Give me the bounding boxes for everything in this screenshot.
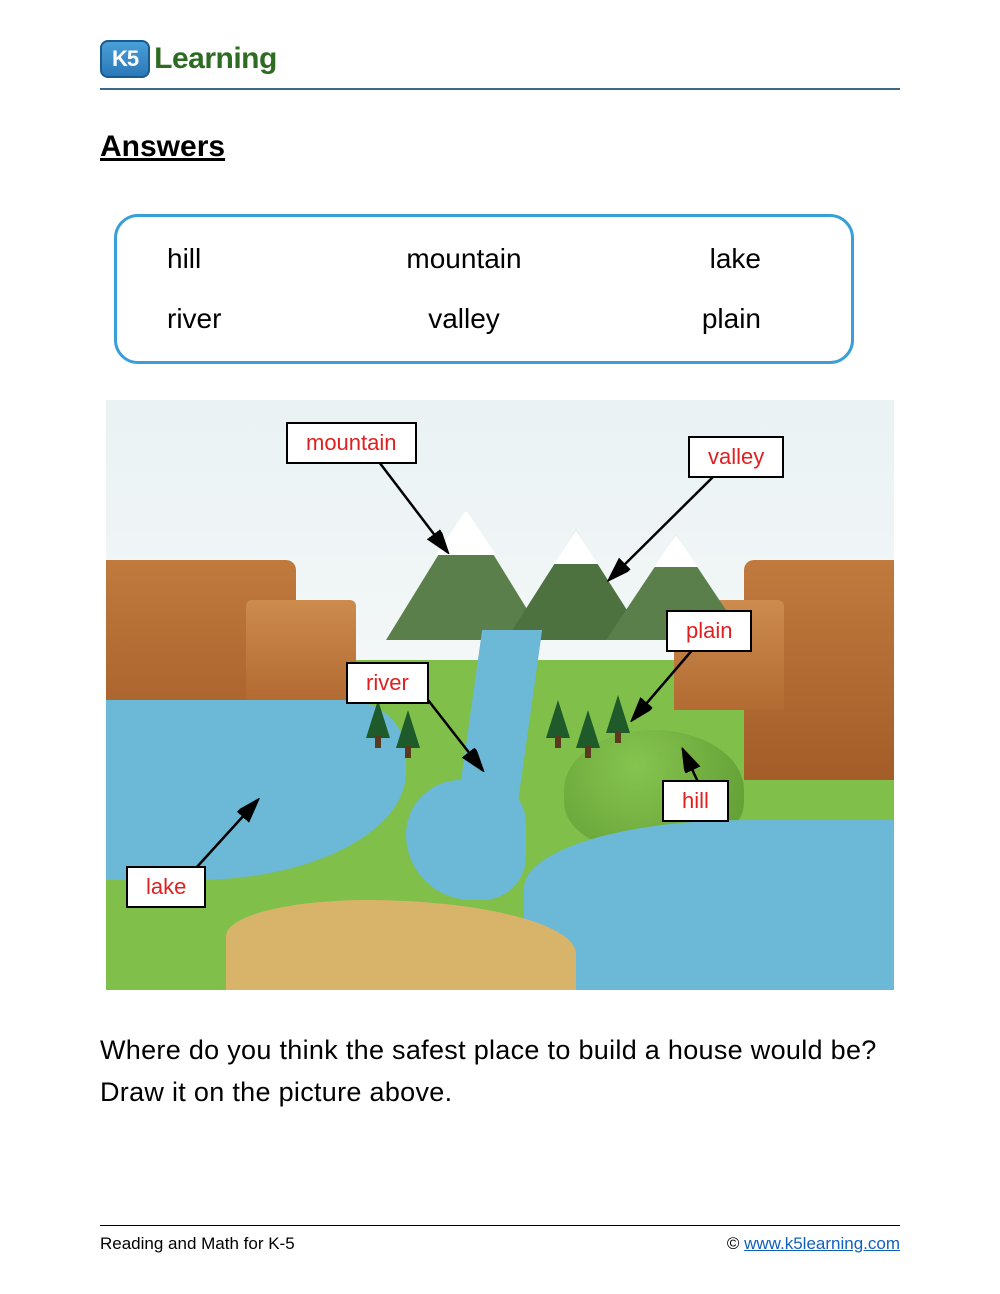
word-hill: hill [167,243,365,275]
footer-left: Reading and Math for K-5 [100,1234,295,1254]
label-hill: hill [662,780,729,822]
landscape-diagram: mountain valley plain river hill lake [106,400,894,990]
word-bank-row-2: river valley plain [167,303,801,335]
footer-right: © www.k5learning.com [727,1234,900,1254]
copyright-symbol: © [727,1234,740,1253]
word-plain: plain [563,303,801,335]
label-river: river [346,662,429,704]
word-mountain: mountain [365,243,563,275]
label-arrows [106,400,894,990]
logo: K5 Learning [100,40,277,78]
footer-link[interactable]: www.k5learning.com [744,1234,900,1253]
word-lake: lake [563,243,801,275]
label-valley: valley [688,436,784,478]
word-river: river [167,303,365,335]
label-lake: lake [126,866,206,908]
word-valley: valley [365,303,563,335]
logo-text: Learning [154,42,277,76]
section-title: Answers [100,130,900,164]
label-mountain: mountain [286,422,417,464]
logo-badge: K5 [100,40,150,78]
question-text: Where do you think the safest place to b… [100,1030,900,1114]
header: K5 Learning [100,30,900,90]
label-plain: plain [666,610,752,652]
word-bank: hill mountain lake river valley plain [114,214,854,364]
word-bank-row-1: hill mountain lake [167,243,801,275]
footer: Reading and Math for K-5 © www.k5learnin… [100,1225,900,1254]
